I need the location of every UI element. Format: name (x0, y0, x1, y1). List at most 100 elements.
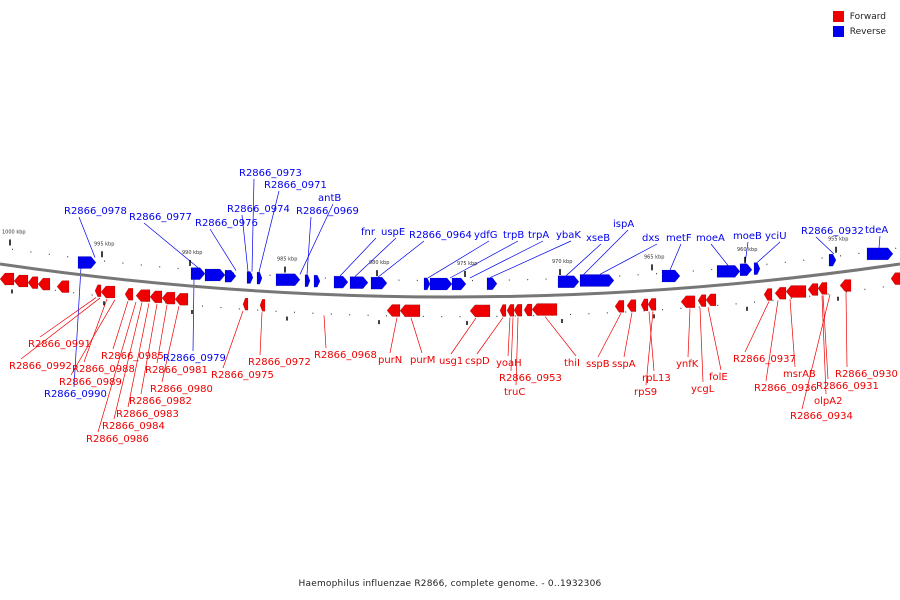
forward-gene-arrow[interactable] (705, 293, 717, 307)
reverse-gene-arrow[interactable] (557, 275, 580, 288)
forward-gene-arrow[interactable] (499, 304, 507, 317)
forward-gene-arrow[interactable] (469, 304, 491, 318)
reverse-gene-arrow[interactable] (486, 277, 498, 290)
gene-label[interactable]: trpA (528, 230, 549, 241)
gene-label[interactable]: trpB (503, 230, 524, 241)
forward-gene-arrow[interactable] (13, 274, 29, 288)
forward-gene-arrow[interactable] (697, 294, 707, 307)
gene-label[interactable]: purM (410, 355, 435, 366)
gene-label[interactable]: R2866_0977 (129, 212, 192, 223)
reverse-gene-arrow[interactable] (370, 276, 388, 290)
gene-label[interactable]: folE (709, 372, 728, 383)
forward-gene-arrow[interactable] (680, 295, 696, 309)
gene-label[interactable]: ybaK (556, 230, 581, 241)
forward-gene-arrow[interactable] (149, 290, 163, 304)
reverse-gene-arrow[interactable] (190, 267, 206, 280)
gene-label[interactable]: xseB (586, 233, 610, 244)
forward-gene-arrow[interactable] (94, 284, 102, 298)
reverse-gene-arrow[interactable] (349, 276, 369, 289)
forward-gene-arrow[interactable] (647, 298, 657, 311)
gene-label[interactable]: uspE (381, 227, 405, 238)
forward-gene-arrow[interactable] (626, 299, 637, 312)
gene-label[interactable]: R2866_0974 (227, 204, 290, 215)
gene-label[interactable]: yciU (765, 231, 787, 242)
reverse-gene-arrow[interactable] (204, 268, 226, 282)
gene-label[interactable]: R2866_0981 (145, 365, 208, 376)
legend-forward[interactable]: Forward (832, 9, 886, 24)
reverse-gene-arrow[interactable] (77, 256, 97, 269)
forward-gene-arrow[interactable] (386, 304, 401, 317)
gene-label[interactable]: cspD (465, 356, 490, 367)
gene-label[interactable]: R2866_0992 (9, 361, 72, 372)
legend-reverse[interactable]: Reverse (832, 24, 886, 39)
reverse-gene-arrow[interactable] (333, 275, 349, 289)
forward-gene-arrow[interactable] (763, 288, 773, 301)
gene-label[interactable]: R2866_0953 (499, 373, 562, 384)
gene-label[interactable]: tdeA (865, 225, 888, 236)
gene-label[interactable]: R2866_0937 (733, 354, 796, 365)
forward-gene-arrow[interactable] (399, 304, 421, 317)
forward-gene-arrow[interactable] (890, 272, 900, 285)
forward-gene-arrow[interactable] (242, 297, 249, 311)
forward-gene-arrow[interactable] (774, 286, 787, 300)
gene-label[interactable]: msrAB (783, 369, 816, 380)
gene-label[interactable]: R2866_0990 (44, 389, 107, 400)
gene-label[interactable]: truC (504, 387, 525, 398)
gene-label[interactable]: rpL13 (642, 373, 671, 384)
forward-gene-arrow[interactable] (135, 289, 151, 302)
gene-label[interactable]: R2866_0931 (816, 381, 879, 392)
reverse-gene-arrow[interactable] (256, 271, 263, 285)
gene-label[interactable]: ycgL (691, 384, 715, 395)
forward-gene-arrow[interactable] (174, 293, 189, 306)
gene-label[interactable]: R2866_0972 (248, 357, 311, 368)
forward-gene-arrow[interactable] (100, 285, 116, 299)
forward-gene-arrow[interactable] (640, 298, 649, 312)
gene-label[interactable]: R2866_0971 (264, 180, 327, 191)
reverse-gene-arrow[interactable] (753, 262, 761, 275)
forward-gene-arrow[interactable] (513, 303, 523, 317)
gene-label[interactable]: R2866_0989 (59, 377, 122, 388)
forward-gene-arrow[interactable] (614, 300, 625, 313)
forward-gene-arrow[interactable] (531, 303, 558, 316)
gene-label[interactable]: R2866_0936 (754, 383, 817, 394)
gene-label[interactable]: fnr (361, 227, 376, 238)
gene-label[interactable]: R2866_0982 (129, 396, 192, 407)
gene-label[interactable]: R2866_0980 (150, 384, 213, 395)
gene-label[interactable]: ispA (613, 219, 634, 230)
reverse-gene-arrow[interactable] (866, 247, 894, 261)
gene-label[interactable]: R2866_0991 (28, 339, 91, 350)
gene-label[interactable]: sspA (612, 359, 636, 370)
gene-label[interactable]: R2866_0988 (72, 364, 135, 375)
gene-label[interactable]: R2866_0973 (239, 168, 302, 179)
forward-gene-arrow[interactable] (27, 276, 39, 289)
forward-gene-arrow[interactable] (785, 285, 807, 298)
gene-label[interactable]: R2866_0969 (296, 206, 359, 217)
gene-label[interactable]: moeA (696, 233, 725, 244)
gene-label[interactable]: R2866_0985 (101, 351, 164, 362)
gene-label[interactable]: R2866_0984 (102, 421, 165, 432)
gene-label[interactable]: metF (666, 233, 692, 244)
gene-label[interactable]: R2866_0934 (790, 411, 853, 422)
gene-label[interactable]: moeB (733, 231, 762, 242)
reverse-gene-arrow[interactable] (828, 253, 837, 267)
gene-label[interactable]: R2866_0964 (409, 230, 472, 241)
forward-gene-arrow[interactable] (506, 304, 515, 317)
gene-label[interactable]: R2866_0978 (64, 206, 127, 217)
reverse-gene-arrow[interactable] (579, 274, 615, 287)
forward-gene-arrow[interactable] (37, 277, 51, 291)
gene-label[interactable]: thiI (564, 358, 580, 369)
gene-label[interactable]: rpS9 (634, 387, 657, 398)
reverse-gene-arrow[interactable] (246, 271, 254, 284)
gene-label[interactable]: R2866_0968 (314, 350, 377, 361)
forward-gene-arrow[interactable] (817, 282, 828, 295)
gene-label[interactable]: ydfG (474, 230, 498, 241)
forward-gene-arrow[interactable] (839, 279, 852, 292)
reverse-gene-arrow[interactable] (429, 277, 453, 291)
gene-label[interactable]: antB (318, 193, 341, 204)
forward-gene-arrow[interactable] (807, 283, 819, 296)
reverse-gene-arrow[interactable] (313, 274, 321, 288)
gene-label[interactable]: usg1 (439, 356, 463, 367)
reverse-gene-arrow[interactable] (224, 269, 237, 283)
reverse-gene-arrow[interactable] (451, 277, 467, 291)
reverse-gene-arrow[interactable] (716, 265, 741, 278)
